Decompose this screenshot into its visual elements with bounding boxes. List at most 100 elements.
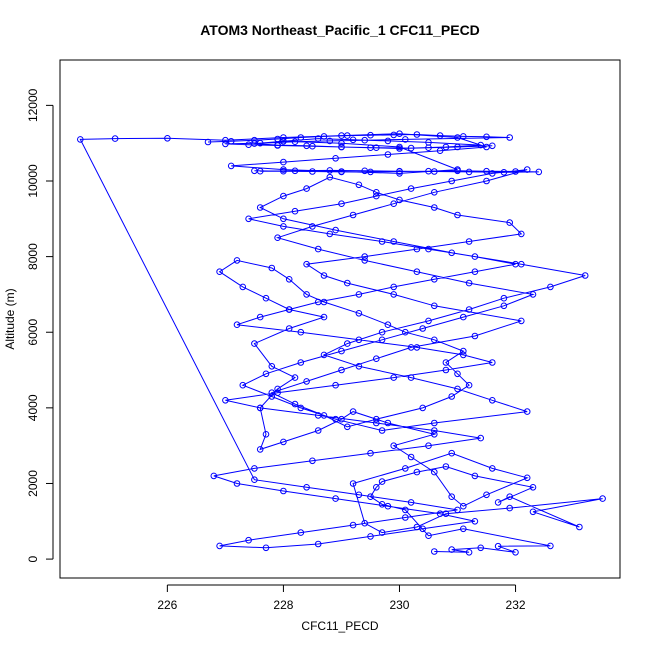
data-point: [431, 276, 438, 283]
data-point: [384, 137, 392, 145]
data-point: [285, 306, 293, 313]
data-point: [268, 264, 276, 272]
data-point: [309, 457, 316, 465]
data-point: [344, 279, 351, 287]
data-point: [309, 223, 316, 230]
data-point: [431, 204, 438, 211]
data-point: [349, 521, 357, 529]
y-tick-label: 4000: [26, 394, 40, 421]
data-point: [291, 374, 299, 381]
data-point: [256, 404, 264, 412]
x-tick-label: 232: [506, 598, 526, 612]
data-point: [396, 167, 403, 175]
data-point: [465, 238, 473, 245]
data-point: [547, 542, 554, 550]
data-point: [425, 144, 432, 151]
data-point: [338, 143, 345, 151]
data-point: [436, 132, 444, 139]
data-point: [285, 276, 293, 283]
data-point: [489, 142, 496, 150]
data-point: [518, 230, 525, 238]
data-point: [367, 449, 374, 457]
data-point: [436, 510, 444, 518]
data-point: [280, 192, 287, 200]
data-point: [384, 419, 392, 427]
data-point: [245, 536, 252, 544]
data-point: [460, 525, 467, 533]
data-point: [413, 268, 421, 276]
data-point: [361, 167, 369, 175]
data-point: [390, 442, 398, 450]
y-tick-label: 6000: [26, 319, 40, 346]
data-point: [529, 291, 537, 298]
data-point: [454, 211, 461, 219]
plot-frame: [59, 59, 621, 579]
data-point: [303, 142, 310, 150]
data-point: [436, 147, 444, 154]
data-point: [390, 374, 398, 381]
data-point: [280, 438, 287, 446]
data-point: [471, 518, 479, 525]
data-point: [581, 272, 589, 279]
data-point: [303, 378, 310, 385]
data-point: [262, 370, 270, 378]
data-point: [303, 291, 310, 298]
data-point: [413, 523, 421, 531]
data-point: [373, 419, 380, 427]
data-point: [454, 167, 461, 175]
data-point: [349, 480, 357, 487]
data-point: [361, 136, 369, 144]
data-point: [314, 540, 322, 548]
data-point: [309, 168, 316, 175]
data-point: [413, 344, 421, 351]
data-point: [431, 431, 438, 438]
data-point: [448, 177, 456, 185]
data-point: [338, 200, 345, 207]
y-axis: 0 2000 4000 6000 8000 10000 12000: [26, 88, 54, 562]
data-point: [349, 211, 357, 219]
data-point: [320, 272, 328, 279]
x-axis: 226 228 230 232: [157, 584, 526, 612]
series-points: [77, 130, 606, 556]
data-point: [222, 397, 229, 404]
data-point: [355, 181, 363, 189]
y-tick-label: 2000: [26, 470, 40, 497]
data-point: [349, 136, 357, 144]
data-point: [338, 139, 345, 147]
data-point: [233, 480, 241, 487]
data-point: [460, 351, 467, 359]
data-point: [256, 313, 264, 321]
data-point: [320, 313, 328, 321]
data-point: [332, 155, 339, 162]
data-point: [407, 499, 415, 506]
data-point: [489, 397, 496, 404]
dense-band-lower-line: [254, 169, 539, 173]
data-point: [431, 189, 438, 196]
data-point: [483, 491, 490, 499]
data-point: [233, 321, 241, 329]
data-point: [523, 408, 531, 415]
data-point: [431, 302, 438, 310]
data-point: [431, 468, 438, 476]
data-point: [256, 204, 264, 211]
series-lines: [79, 133, 603, 553]
data-point: [523, 166, 531, 173]
data-point: [431, 168, 438, 175]
y-tick-label: 12000: [26, 88, 40, 122]
data-point: [448, 249, 456, 257]
data-point: [500, 169, 508, 176]
data-point: [344, 423, 351, 431]
data-point: [378, 501, 386, 508]
data-point: [431, 548, 438, 555]
data-point: [355, 310, 363, 317]
data-point: [280, 215, 287, 223]
data-point: [407, 144, 415, 152]
x-axis-label: CFC11_PECD: [301, 619, 378, 633]
data-point: [373, 484, 380, 491]
data-point: [506, 493, 514, 501]
data-point: [280, 223, 287, 230]
data-point: [216, 542, 223, 550]
x-tick-label: 228: [273, 598, 293, 612]
data-point: [465, 381, 473, 389]
